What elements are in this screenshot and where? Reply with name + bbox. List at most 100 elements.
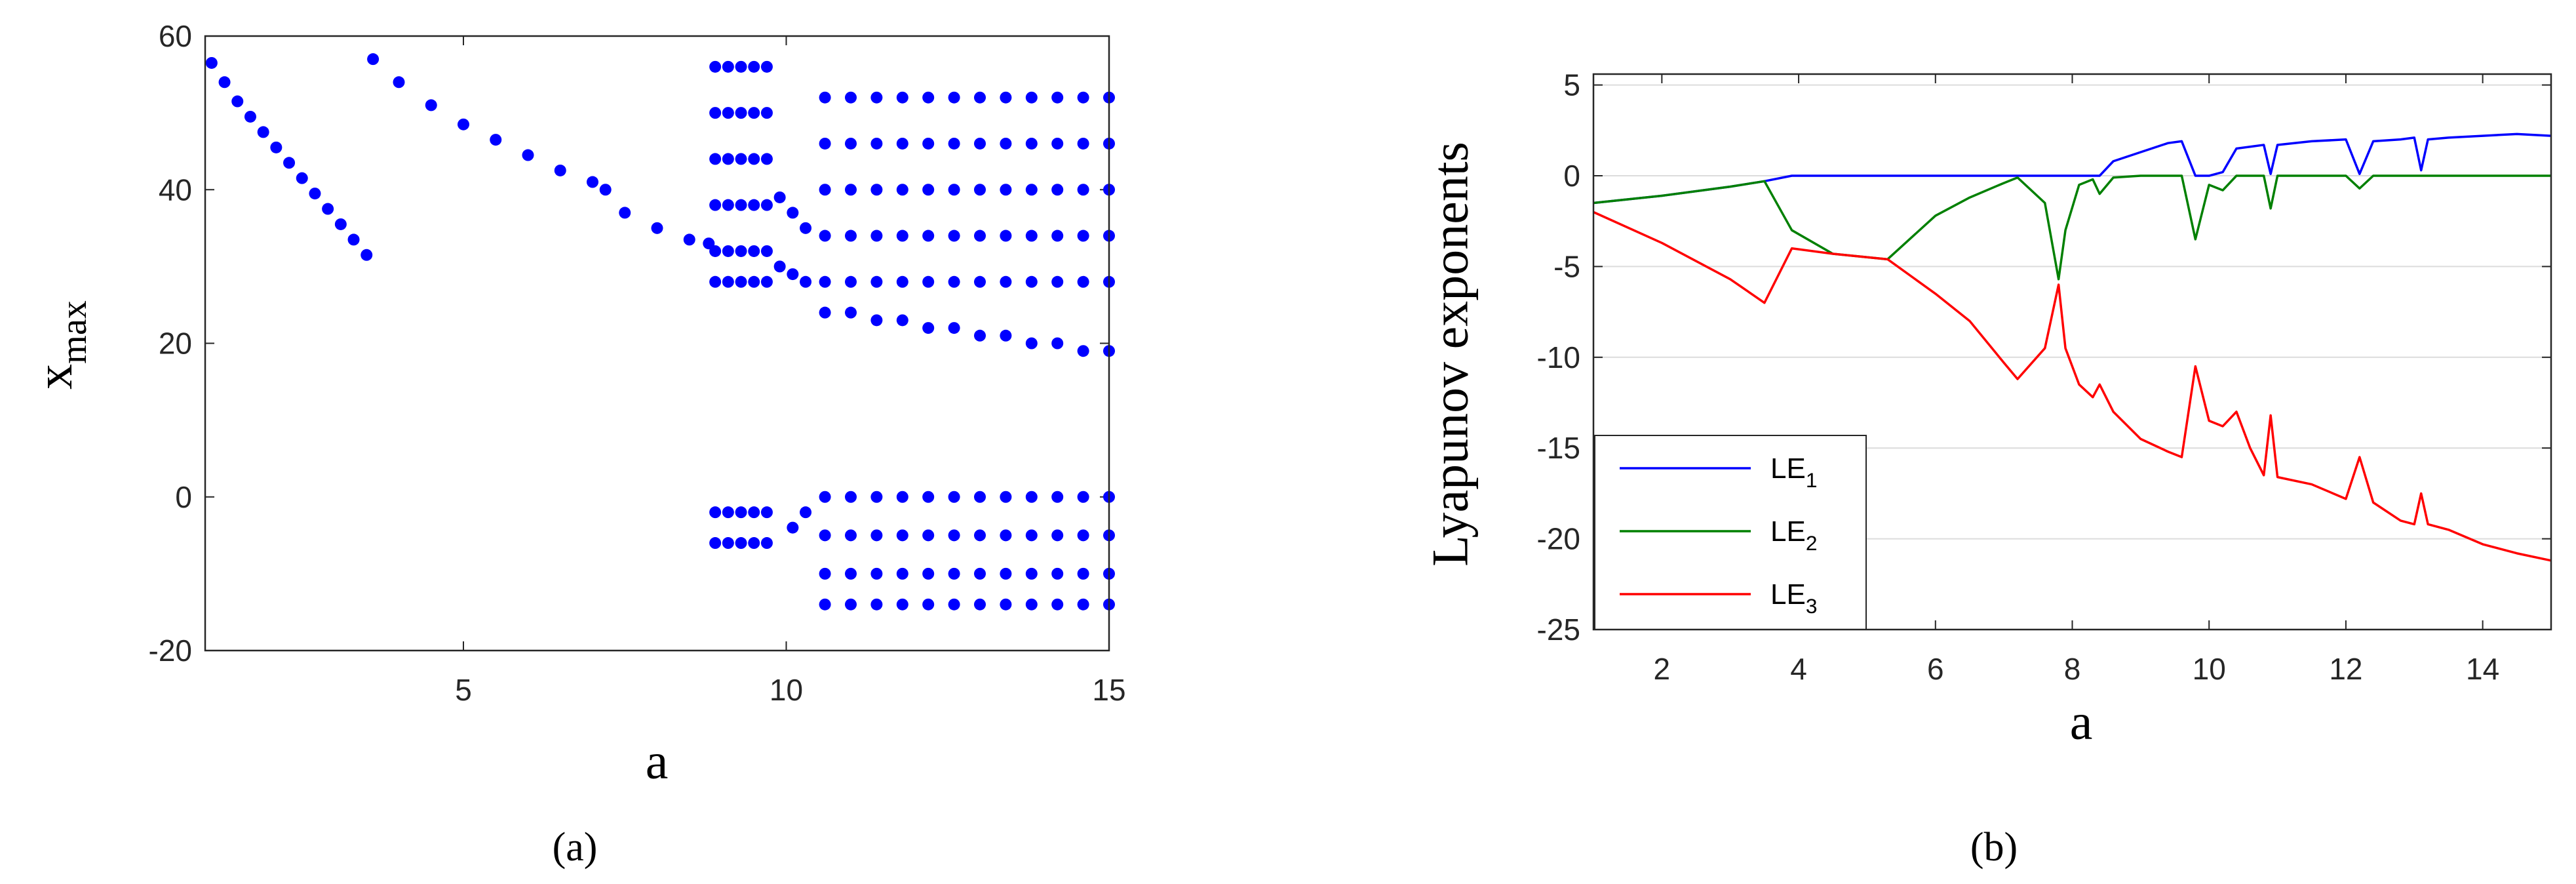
y-tick-label: -10: [1537, 340, 1580, 374]
scatter-point: [800, 275, 812, 288]
scatter-point: [748, 506, 760, 519]
scatter-point: [1051, 137, 1064, 150]
scatter-point: [760, 153, 773, 165]
scatter-point: [974, 329, 986, 342]
scatter-point: [773, 260, 786, 273]
y-tick-label: -15: [1537, 431, 1580, 465]
scatter-point: [922, 529, 935, 542]
scatter-point: [974, 137, 986, 150]
scatter-point: [709, 199, 722, 211]
scatter-point: [1025, 337, 1038, 350]
scatter-point: [787, 268, 799, 281]
scatter-point: [709, 153, 722, 165]
scatter-point: [1025, 491, 1038, 503]
y-tick-label: -20: [1537, 522, 1580, 556]
scatter-point: [800, 222, 812, 234]
scatter-point: [361, 249, 373, 261]
scatter-point: [735, 537, 747, 550]
scatter-point: [231, 95, 244, 108]
scatter-point: [845, 137, 857, 150]
caption: (b): [1970, 825, 2018, 870]
scatter-point: [760, 60, 773, 73]
scatter-point: [922, 491, 935, 503]
scatter-point: [819, 306, 831, 319]
scatter-point: [760, 506, 773, 519]
scatter-point: [722, 60, 734, 73]
scatter-point: [748, 275, 760, 288]
y-tick-label: 0: [1563, 159, 1580, 193]
scatter-point: [922, 91, 935, 104]
scatter-point: [845, 230, 857, 242]
plot-area: [205, 36, 1109, 651]
scatter-point: [800, 506, 812, 519]
scatter-point: [425, 99, 437, 111]
scatter-point: [948, 230, 960, 242]
scatter-point: [896, 567, 908, 580]
scatter-point: [1051, 230, 1064, 242]
scatter-point: [948, 275, 960, 288]
scatter-point: [735, 107, 747, 119]
scatter-point: [819, 91, 831, 104]
scatter-point: [619, 207, 631, 219]
scatter-point: [735, 245, 747, 257]
scatter-point: [819, 491, 831, 503]
scatter-point: [1051, 491, 1064, 503]
x-tick-label: 5: [455, 673, 472, 707]
axes-frame: [204, 35, 1110, 652]
scatter-point: [845, 491, 857, 503]
scatter-point: [787, 207, 799, 219]
scatter-point: [709, 506, 722, 519]
scatter-point: [870, 529, 883, 542]
scatter-point: [845, 306, 857, 319]
scatter-point: [760, 245, 773, 257]
scatter-point: [296, 172, 308, 184]
scatter-point: [1000, 230, 1012, 242]
scatter-point: [845, 184, 857, 196]
scatter-point: [922, 230, 935, 242]
scatter-point: [845, 91, 857, 104]
scatter-point: [819, 275, 831, 288]
scatter-point: [722, 107, 734, 119]
x-tick-label: 4: [1790, 652, 1807, 686]
scatter-point: [1025, 529, 1038, 542]
scatter-point: [845, 529, 857, 542]
scatter-point: [1077, 137, 1089, 150]
scatter-point: [1025, 184, 1038, 196]
scatter-point: [819, 598, 831, 611]
scatter-point: [1077, 91, 1089, 104]
scatter-point: [948, 567, 960, 580]
scatter-point: [1051, 184, 1064, 196]
x-tick-label: 10: [2193, 652, 2226, 686]
scatter-point: [1025, 567, 1038, 580]
y-axis-label: xmax: [26, 300, 95, 390]
scatter-point: [748, 199, 760, 211]
scatter-point: [709, 60, 722, 73]
scatter-point: [244, 110, 256, 123]
scatter-point: [974, 184, 986, 196]
scatter-point: [1025, 275, 1038, 288]
scatter-point: [870, 567, 883, 580]
scatter-point: [870, 598, 883, 611]
scatter-point: [1077, 345, 1089, 357]
scatter-point: [870, 275, 883, 288]
series-line: [1593, 174, 2551, 281]
scatter-point: [870, 230, 883, 242]
scatter-point: [1000, 137, 1012, 150]
scatter-point: [735, 60, 747, 73]
scatter-point: [1025, 230, 1038, 242]
y-tick-label: 60: [159, 19, 192, 53]
scatter-point: [735, 275, 747, 288]
scatter-point: [1025, 598, 1038, 611]
scatter-point: [599, 184, 612, 196]
scatter-point: [1000, 529, 1012, 542]
legend-label: LE2: [1770, 515, 1817, 555]
scatter-point: [760, 537, 773, 550]
scatter-point: [709, 537, 722, 550]
scatter-point: [870, 491, 883, 503]
scatter-point: [896, 314, 908, 327]
x-axis-label: a: [646, 733, 669, 790]
scatter-point: [709, 107, 722, 119]
scatter-point: [870, 184, 883, 196]
legend-label: LE3: [1770, 578, 1817, 618]
scatter-point: [845, 598, 857, 611]
